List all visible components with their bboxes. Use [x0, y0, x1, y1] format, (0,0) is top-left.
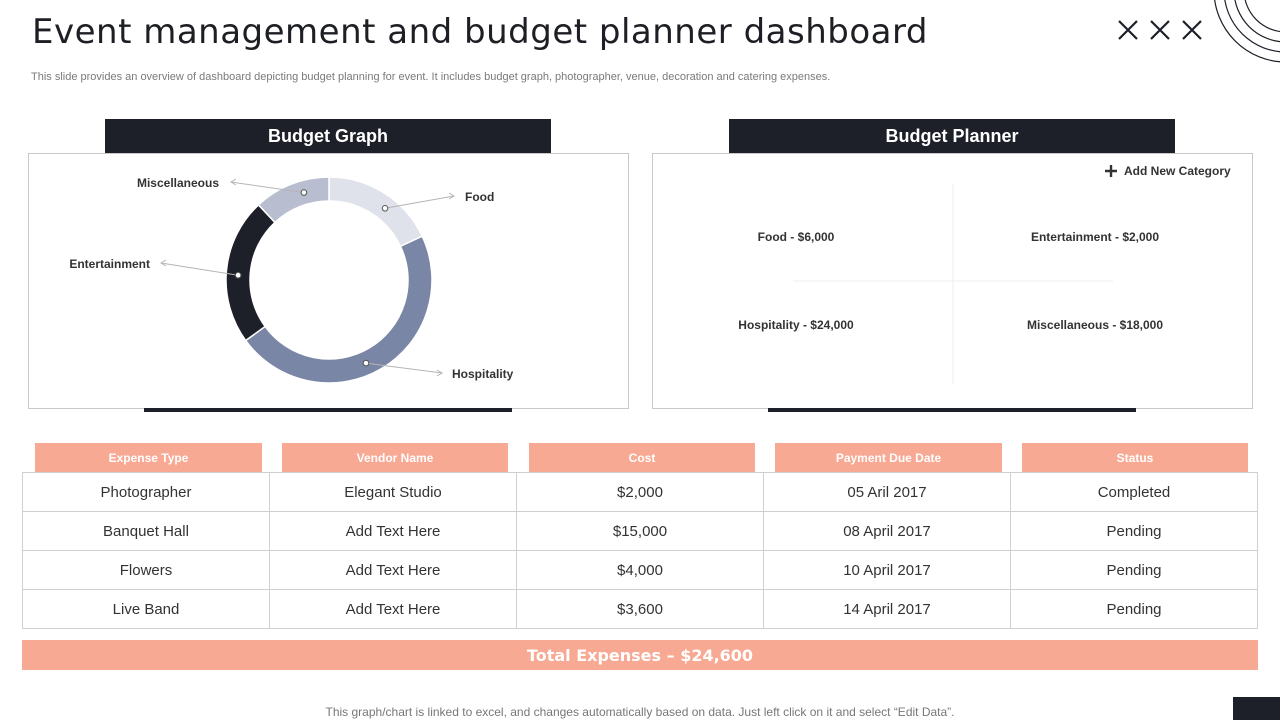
table-cell-vendor-name: Add Text Here — [269, 550, 517, 590]
table-cell-payment-due-date: 05 Aril 2017 — [763, 472, 1011, 512]
donut-label-food: Food — [465, 190, 494, 204]
callout-arrow — [436, 369, 443, 377]
table-cell-payment-due-date: 08 April 2017 — [763, 511, 1011, 551]
callout-arrow — [230, 178, 237, 186]
callout-dot — [362, 359, 370, 367]
donut-label-miscellaneous: Miscellaneous — [137, 176, 219, 190]
table-header-vendor-name: Vendor Name — [282, 443, 508, 472]
table-cell-expense-type: Banquet Hall — [22, 511, 270, 551]
table-cell-payment-due-date: 14 April 2017 — [763, 589, 1011, 629]
planner-item-food: Food - $6,000 — [757, 230, 835, 244]
table-header-cost: Cost — [529, 443, 755, 472]
planner-item-hospitality: Hospitality - $24,000 — [738, 318, 854, 332]
table-cell-cost: $2,000 — [516, 472, 764, 512]
close-icon — [1150, 20, 1170, 40]
table-cell-status: Pending — [1010, 511, 1258, 551]
callout-arrow — [448, 192, 455, 200]
donut-slice-entertainment — [225, 203, 276, 342]
budget-graph-panel: Food Hospitality Entertainment Miscellaneou… — [28, 153, 629, 409]
callout-line — [365, 362, 443, 374]
close-icon — [1182, 20, 1202, 40]
table-cell-vendor-name: Elegant Studio — [269, 472, 517, 512]
plus-icon — [1105, 165, 1117, 177]
planner-item-miscellaneous: Miscellaneous - $18,000 — [1026, 318, 1164, 332]
close-icon — [1118, 20, 1138, 40]
donut-label-hospitality: Hospitality — [452, 367, 514, 381]
table-cell-cost: $4,000 — [516, 550, 764, 590]
table-cell-cost: $15,000 — [516, 511, 764, 551]
budget-graph-header: Budget Graph — [105, 119, 551, 153]
add-new-category-button[interactable]: Add New Category — [1104, 164, 1231, 178]
footnote: This graph/chart is linked to excel, and… — [325, 705, 955, 719]
table-cell-status: Pending — [1010, 550, 1258, 590]
table-header-payment-due-date: Payment Due Date — [775, 443, 1002, 472]
callout-dot — [300, 189, 308, 196]
donut-label-entertainment: Entertainment — [69, 257, 150, 271]
total-expenses-bar: Total Expenses – $24,600 — [22, 640, 1258, 670]
budget-planner-header: Budget Planner — [729, 119, 1175, 153]
decorative-rings — [1214, 0, 1280, 63]
corner-decoration — [1233, 697, 1280, 720]
donut-slice-hospitality — [244, 235, 433, 384]
table-cell-cost: $3,600 — [516, 589, 764, 629]
table-cell-vendor-name: Add Text Here — [269, 511, 517, 551]
planner-item-entertainment: Entertainment - $2,000 — [1030, 230, 1160, 244]
callout-line — [160, 262, 239, 276]
budget-graph-underline — [144, 408, 512, 412]
callout-dot — [234, 271, 242, 279]
page-title: Event management and budget planner dash… — [32, 12, 928, 52]
callout-line — [384, 195, 455, 209]
table-cell-expense-type: Live Band — [22, 589, 270, 629]
callout-arrow — [160, 259, 167, 267]
callout-dot — [381, 204, 389, 212]
table-cell-status: Pending — [1010, 589, 1258, 629]
page-subtitle: This slide provides an overview of dashb… — [31, 71, 831, 83]
donut-slice-food — [328, 176, 424, 248]
table-header-status: Status — [1022, 443, 1248, 472]
table-cell-expense-type: Flowers — [22, 550, 270, 590]
callout-line — [230, 181, 304, 194]
add-new-category-label: Add New Category — [1124, 164, 1231, 178]
budget-donut-chart: Food Hospitality Entertainment Miscellaneou… — [69, 176, 514, 384]
planner-grid-lines — [793, 184, 1113, 384]
table-cell-status: Completed — [1010, 472, 1258, 512]
budget-planner-panel — [652, 153, 1253, 409]
budget-planner-underline — [768, 408, 1136, 412]
table-header-expense-type: Expense Type — [35, 443, 262, 472]
table-cell-payment-due-date: 10 April 2017 — [763, 550, 1011, 590]
table-cell-vendor-name: Add Text Here — [269, 589, 517, 629]
table-cell-expense-type: Photographer — [22, 472, 270, 512]
donut-slice-miscellaneous — [257, 176, 330, 224]
